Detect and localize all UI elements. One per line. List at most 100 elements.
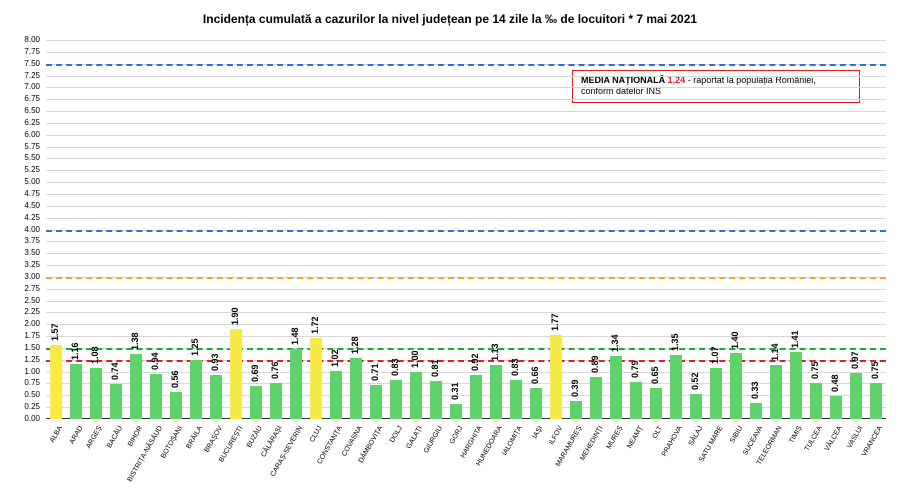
grid-line [46,111,886,112]
x-category-label: GORJ [448,425,464,445]
y-tick-label: 7.00 [0,82,40,91]
bar [250,386,262,419]
y-tick-label: 8.00 [0,35,40,44]
bar-value-label: 0.48 [830,375,840,393]
y-tick-label: 5.00 [0,177,40,186]
grid-line [46,52,886,53]
y-tick-label: 0.25 [0,402,40,411]
y-tick-label: 3.50 [0,248,40,257]
bar [110,384,122,419]
y-tick-label: 1.25 [0,355,40,364]
x-category-label: ARGEȘ [86,425,104,450]
grid-line [46,40,886,41]
bar-value-label: 0.79 [630,360,640,378]
bar-value-label: 0.89 [590,355,600,373]
bar [790,352,802,419]
bar-value-label: 0.33 [750,382,760,400]
x-category-label: GALAȚI [406,425,425,450]
bar-value-label: 0.76 [270,361,280,379]
x-category-label: BRĂILA [186,425,205,450]
threshold-line [46,348,886,350]
bar [530,388,542,419]
x-category-label: OLT [651,425,664,440]
y-tick-label: 3.75 [0,236,40,245]
grid-line [46,87,886,88]
bar-value-label: 0.75 [870,362,880,380]
bar-value-label: 1.72 [310,316,320,334]
x-category-label: BACĂU [106,425,124,449]
bar-value-label: 0.93 [210,353,220,371]
bar [390,380,402,419]
bar [810,383,822,419]
bar [230,329,242,419]
bar [170,392,182,419]
bar [450,404,462,419]
bar [670,355,682,419]
grid-line [46,182,886,183]
grid-line [46,265,886,266]
y-tick-label: 0.75 [0,378,40,387]
bar [90,368,102,419]
chart-title: Incidența cumulată a cazurilor la nivel … [0,12,900,26]
x-category-label: VÂLCEA [824,425,844,452]
y-tick-label: 1.00 [0,367,40,376]
x-category-label: IALOMIȚA [502,425,524,457]
plot-area: 0.000.250.500.751.001.251.501.752.002.25… [46,40,886,419]
bar [630,382,642,419]
bar [590,377,602,419]
bar-value-label: 0.75 [810,362,820,380]
bar [430,381,442,419]
y-tick-label: 4.25 [0,213,40,222]
grid-line [46,135,886,136]
x-category-label: BOTOȘANI [160,425,184,460]
bar-value-label: 1.14 [770,343,780,361]
y-tick-label: 6.25 [0,118,40,127]
x-category-label: MUREȘ [605,425,624,450]
bar-value-label: 1.34 [610,334,620,352]
bar [730,353,742,419]
grid-line [46,312,886,313]
y-tick-label: 1.75 [0,331,40,340]
y-tick-label: 0.00 [0,414,40,423]
bar [70,364,82,419]
x-category-label: ILFOV [548,425,564,446]
bar [870,383,882,419]
bar-value-label: 1.48 [290,327,300,345]
x-category-label: PRAHOVA [661,425,684,458]
bar-value-label: 0.71 [370,364,380,382]
bar-value-label: 0.31 [450,383,460,401]
bar [490,365,502,419]
x-category-label: BRAȘOV [203,425,224,454]
bar [570,401,582,419]
y-tick-label: 5.75 [0,142,40,151]
bar-value-label: 0.97 [850,352,860,370]
bar [830,396,842,419]
bar-value-label: 0.66 [530,366,540,384]
bar-value-label: 0.81 [430,359,440,377]
x-category-label: IAȘI [531,425,544,440]
bar-value-label: 1.13 [490,344,500,362]
bar [270,383,282,419]
bar-value-label: 0.83 [510,358,520,376]
bar [550,335,562,419]
grid-line [46,241,886,242]
bar [130,354,142,419]
x-category-label: SĂLAJ [687,425,704,447]
grid-line [46,336,886,337]
y-tick-label: 4.50 [0,201,40,210]
grid-line [46,289,886,290]
grid-line [46,170,886,171]
bar-value-label: 1.57 [50,323,60,341]
x-category-label: TIMIȘ [789,425,804,445]
grid-line [46,324,886,325]
bar [330,371,342,419]
y-tick-label: 2.50 [0,296,40,305]
bar-value-label: 1.35 [670,334,680,352]
y-tick-label: 2.00 [0,319,40,328]
bar-value-label: 1.00 [410,350,420,368]
y-tick-label: 6.50 [0,106,40,115]
bar [750,403,762,419]
bar-value-label: 1.02 [330,349,340,367]
x-category-label: BUZĂU [246,425,264,449]
x-category-label: ARAD [68,425,84,445]
